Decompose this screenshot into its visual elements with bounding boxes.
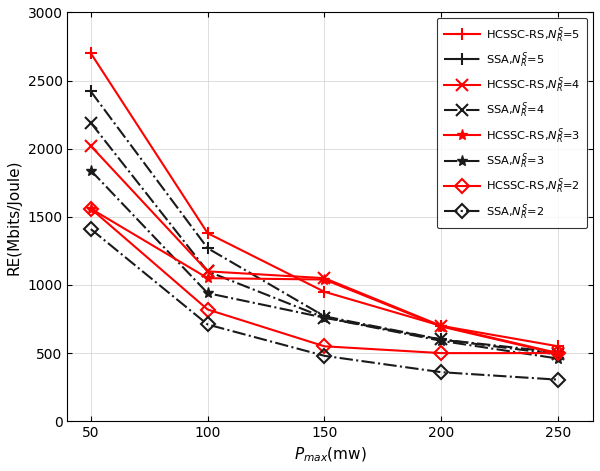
Line: SSA,$N_R^S$=4: SSA,$N_R^S$=4 xyxy=(85,117,563,360)
HCSSC-RS,$N_R^S$=5 xyxy=(554,343,562,349)
Line: HCSSC-RS,$N_R^S$=4: HCSSC-RS,$N_R^S$=4 xyxy=(85,140,563,358)
HCSSC-RS,$N_R^S$=2 xyxy=(87,206,94,211)
SSA,$N_R^S$=2 xyxy=(321,353,328,358)
Line: HCSSC-RS,$N_R^S$=3: HCSSC-RS,$N_R^S$=3 xyxy=(85,203,563,359)
HCSSC-RS,$N_R^S$=5 xyxy=(321,289,328,295)
Line: SSA,$N_R^S$=3: SSA,$N_R^S$=3 xyxy=(85,165,563,364)
HCSSC-RS,$N_R^S$=2 xyxy=(204,307,211,312)
SSA,$N_R^S$=3 xyxy=(437,338,445,344)
SSA,$N_R^S$=4 xyxy=(554,352,562,357)
Y-axis label: RE(Mbits/Joule): RE(Mbits/Joule) xyxy=(7,159,22,275)
HCSSC-RS,$N_R^S$=4 xyxy=(554,350,562,356)
SSA,$N_R^S$=5 xyxy=(321,314,328,319)
SSA,$N_R^S$=4 xyxy=(321,315,328,320)
HCSSC-RS,$N_R^S$=4 xyxy=(321,276,328,281)
HCSSC-RS,$N_R^S$=4 xyxy=(87,143,94,149)
Line: SSA,$N_R^S$=5: SSA,$N_R^S$=5 xyxy=(85,85,564,359)
HCSSC-RS,$N_R^S$=5 xyxy=(204,230,211,236)
Line: HCSSC-RS,$N_R^S$=5: HCSSC-RS,$N_R^S$=5 xyxy=(85,47,564,352)
Line: SSA,$N_R^S$=2: SSA,$N_R^S$=2 xyxy=(86,224,563,384)
X-axis label: $P_{max}$(mw): $P_{max}$(mw) xyxy=(294,446,367,464)
SSA,$N_R^S$=4 xyxy=(204,268,211,274)
SSA,$N_R^S$=3 xyxy=(554,356,562,361)
SSA,$N_R^S$=4 xyxy=(87,120,94,126)
SSA,$N_R^S$=3 xyxy=(321,315,328,320)
SSA,$N_R^S$=2 xyxy=(554,377,562,382)
SSA,$N_R^S$=3 xyxy=(204,290,211,296)
SSA,$N_R^S$=2 xyxy=(437,369,445,375)
Legend: HCSSC-RS,$N_R^S$=5, SSA,$N_R^S$=5, HCSSC-RS,$N_R^S$=4, SSA,$N_R^S$=4, HCSSC-RS,$: HCSSC-RS,$N_R^S$=5, SSA,$N_R^S$=5, HCSSC… xyxy=(437,18,587,228)
HCSSC-RS,$N_R^S$=2 xyxy=(554,350,562,356)
HCSSC-RS,$N_R^S$=4 xyxy=(204,268,211,274)
SSA,$N_R^S$=4 xyxy=(437,337,445,342)
HCSSC-RS,$N_R^S$=3 xyxy=(554,351,562,357)
HCSSC-RS,$N_R^S$=5 xyxy=(437,323,445,329)
SSA,$N_R^S$=2 xyxy=(87,226,94,232)
HCSSC-RS,$N_R^S$=3 xyxy=(204,276,211,281)
HCSSC-RS,$N_R^S$=3 xyxy=(321,276,328,282)
HCSSC-RS,$N_R^S$=3 xyxy=(437,324,445,329)
HCSSC-RS,$N_R^S$=5 xyxy=(87,50,94,56)
HCSSC-RS,$N_R^S$=2 xyxy=(437,350,445,356)
SSA,$N_R^S$=2 xyxy=(204,322,211,327)
SSA,$N_R^S$=3 xyxy=(87,168,94,173)
SSA,$N_R^S$=5 xyxy=(87,89,94,94)
SSA,$N_R^S$=5 xyxy=(554,349,562,355)
SSA,$N_R^S$=5 xyxy=(204,245,211,251)
HCSSC-RS,$N_R^S$=3 xyxy=(87,206,94,211)
Line: HCSSC-RS,$N_R^S$=2: HCSSC-RS,$N_R^S$=2 xyxy=(86,204,563,358)
SSA,$N_R^S$=5 xyxy=(437,337,445,342)
HCSSC-RS,$N_R^S$=2 xyxy=(321,343,328,349)
HCSSC-RS,$N_R^S$=4 xyxy=(437,323,445,329)
